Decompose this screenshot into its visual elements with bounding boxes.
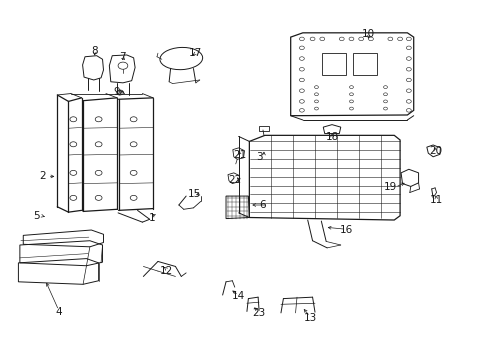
Text: 14: 14 [232,291,245,301]
Text: 23: 23 [252,308,265,318]
Text: 16: 16 [339,225,352,235]
Text: 19: 19 [383,182,396,192]
Text: 3: 3 [255,152,262,162]
Text: 6: 6 [259,200,266,210]
Text: 22: 22 [228,175,241,185]
Text: 8: 8 [91,46,98,57]
Text: 4: 4 [55,307,62,317]
Bar [259,126,268,131]
Text: 11: 11 [429,195,442,204]
Text: 12: 12 [160,266,173,276]
Text: 15: 15 [188,189,201,199]
Text: 5: 5 [33,211,40,221]
Text: 10: 10 [361,28,374,39]
Bar [353,53,376,75]
Text: 17: 17 [189,48,202,58]
Text: 1: 1 [148,212,155,222]
Text: 21: 21 [233,150,246,160]
Text: 2: 2 [40,171,46,181]
Text: 13: 13 [303,312,316,323]
Text: 7: 7 [119,52,125,62]
Text: 18: 18 [325,132,338,142]
Bar [322,53,345,75]
Text: 20: 20 [428,147,441,157]
Text: 9: 9 [114,87,120,98]
